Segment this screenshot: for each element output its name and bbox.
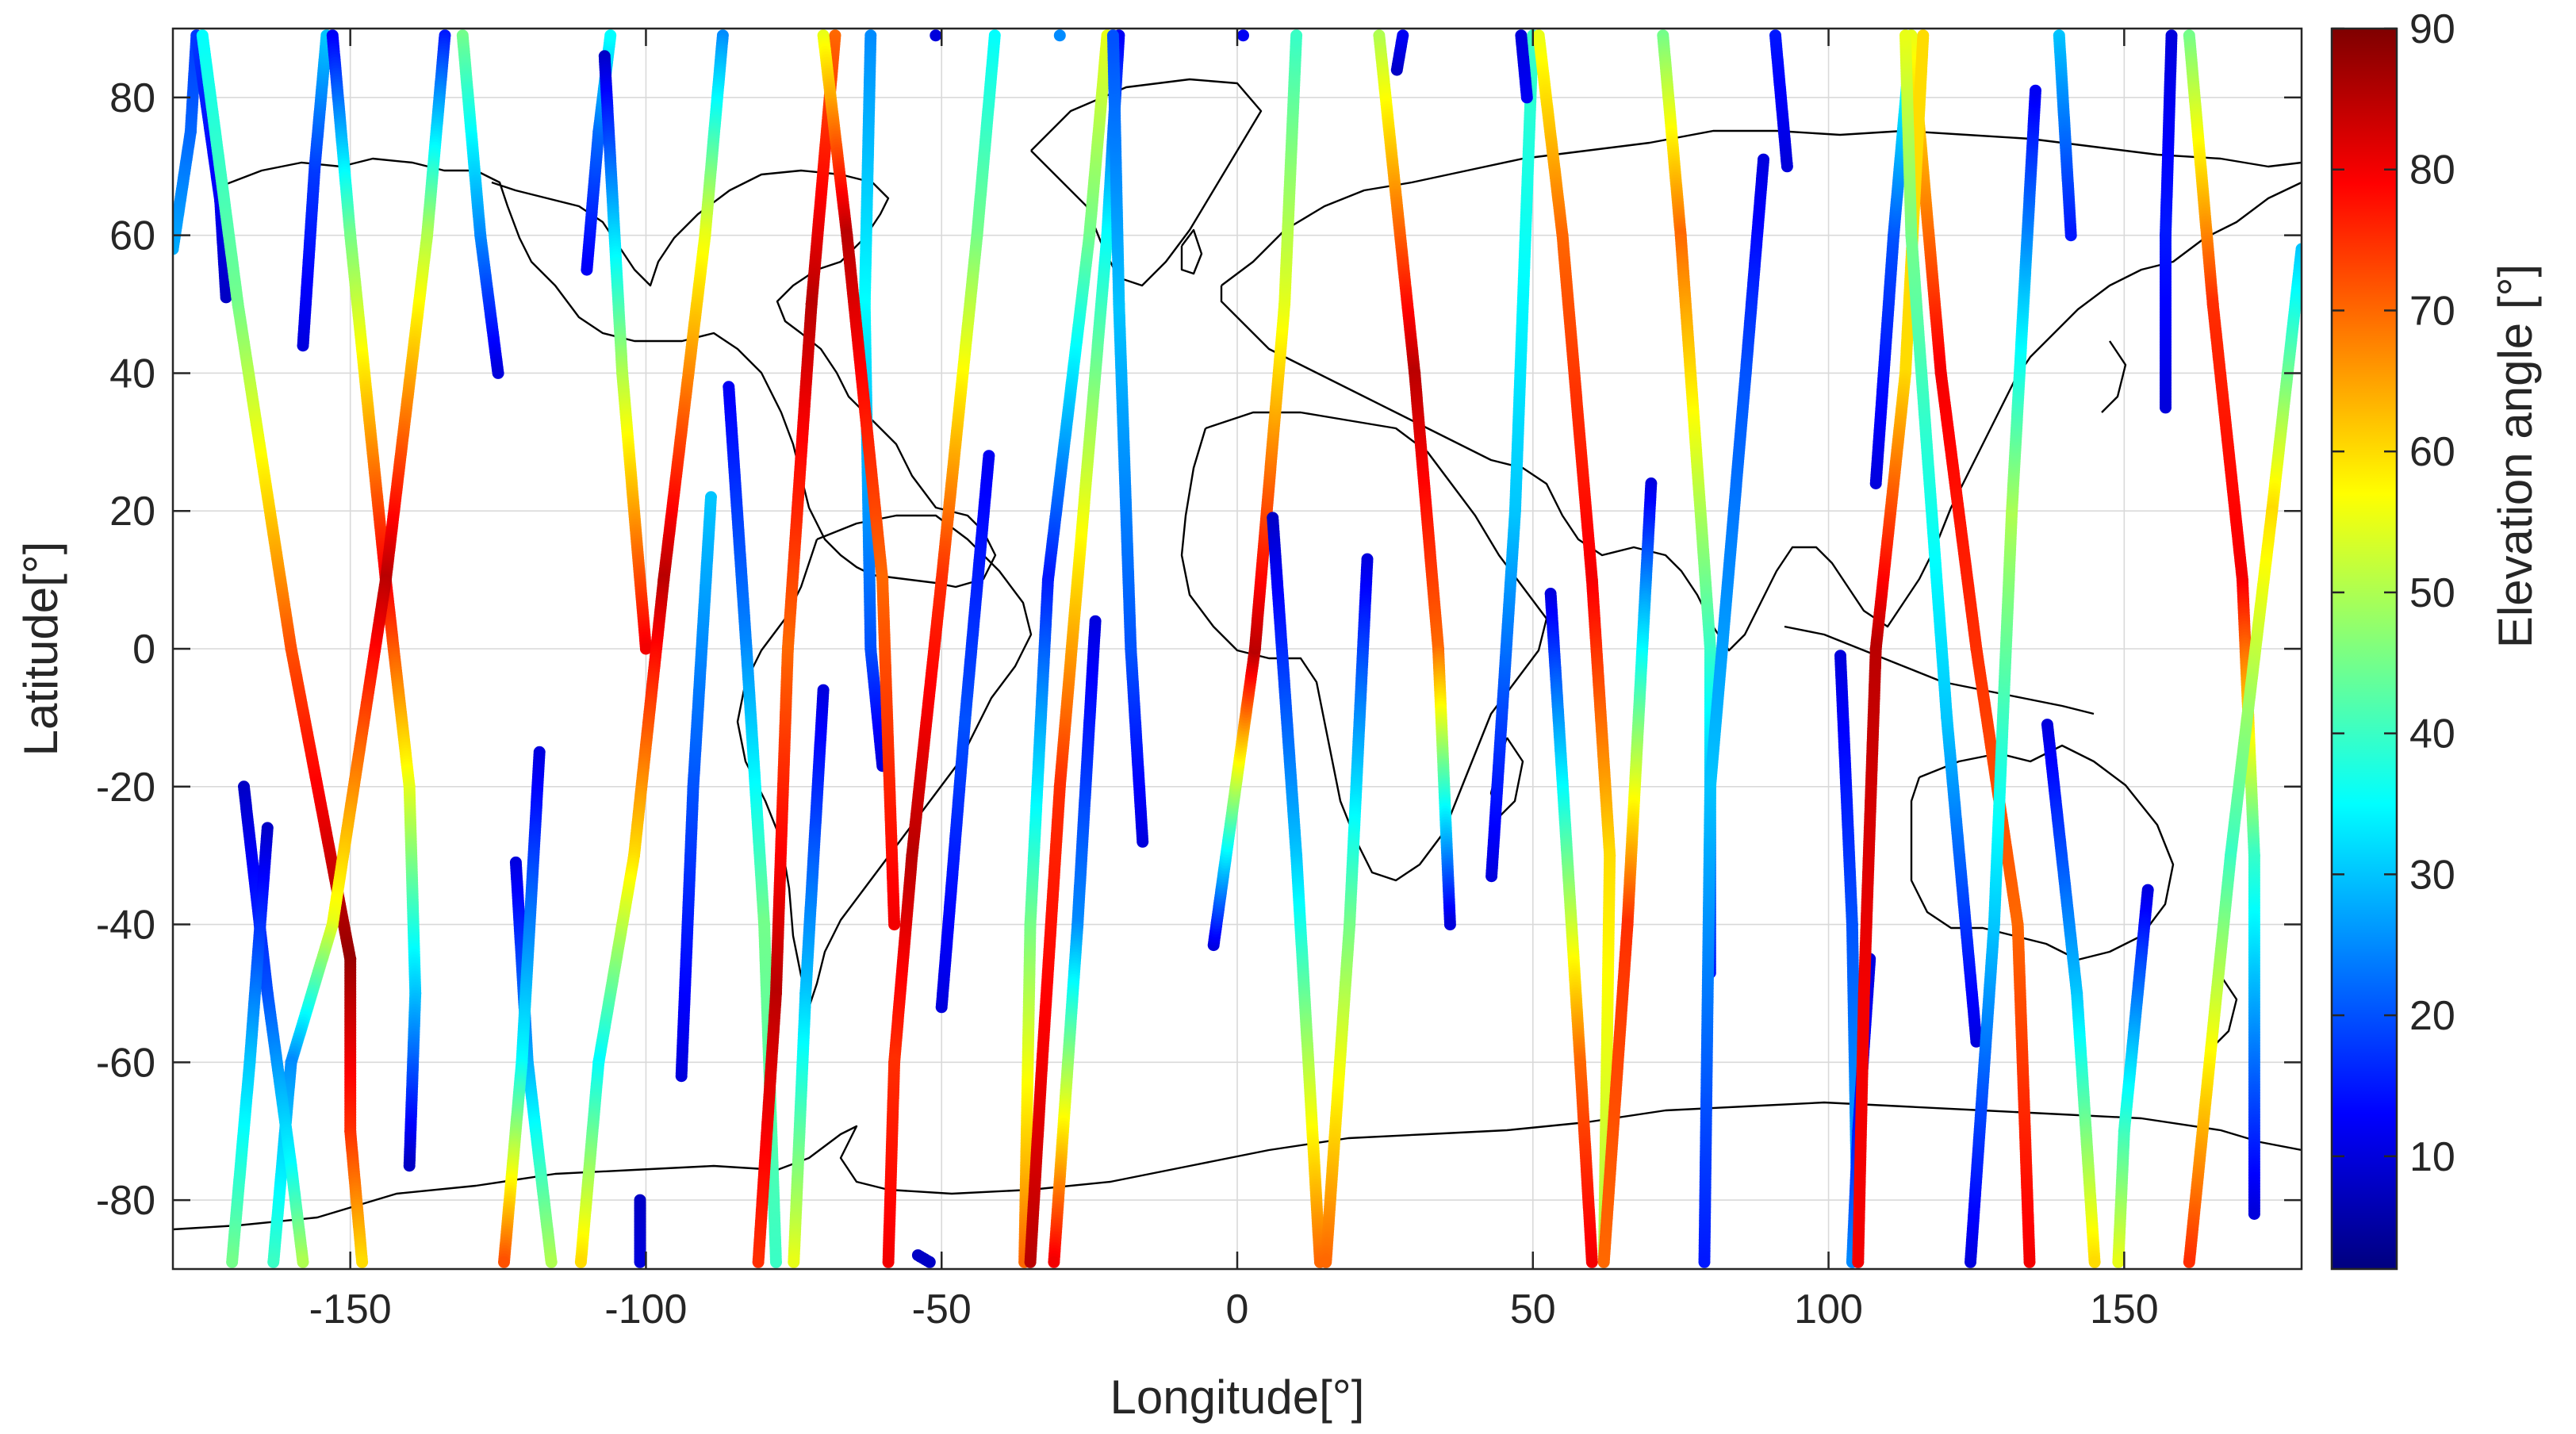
track-point: [297, 1256, 309, 1268]
track-point: [634, 1256, 646, 1268]
track-point: [574, 1256, 587, 1268]
track-point: [752, 1256, 765, 1268]
track-point: [498, 1256, 510, 1268]
track-point: [770, 1256, 782, 1268]
track-point: [604, 29, 617, 42]
track-point: [930, 29, 942, 42]
track-point: [983, 450, 995, 462]
track-20: [930, 29, 942, 42]
track-13: [634, 1194, 646, 1268]
new-zealand-coast: [2212, 975, 2238, 1048]
track-point: [403, 1160, 416, 1172]
track-point: [226, 1256, 239, 1268]
track-point: [356, 1256, 369, 1268]
africa-coast: [1180, 411, 1548, 882]
track-point: [220, 291, 232, 304]
japan-coast: [2101, 340, 2127, 413]
south-america-coast: [736, 514, 1033, 1009]
eurasia-coast: [1220, 129, 2302, 652]
track-point: [545, 1256, 558, 1268]
british-isles-coast: [1180, 228, 1203, 275]
track-2: [196, 29, 369, 1268]
satellite-tracks: [173, 29, 2302, 1268]
track-point: [705, 491, 717, 504]
track-point: [267, 1256, 280, 1268]
track-point: [923, 1256, 936, 1268]
track-point: [492, 366, 504, 379]
track-point: [788, 1256, 800, 1268]
